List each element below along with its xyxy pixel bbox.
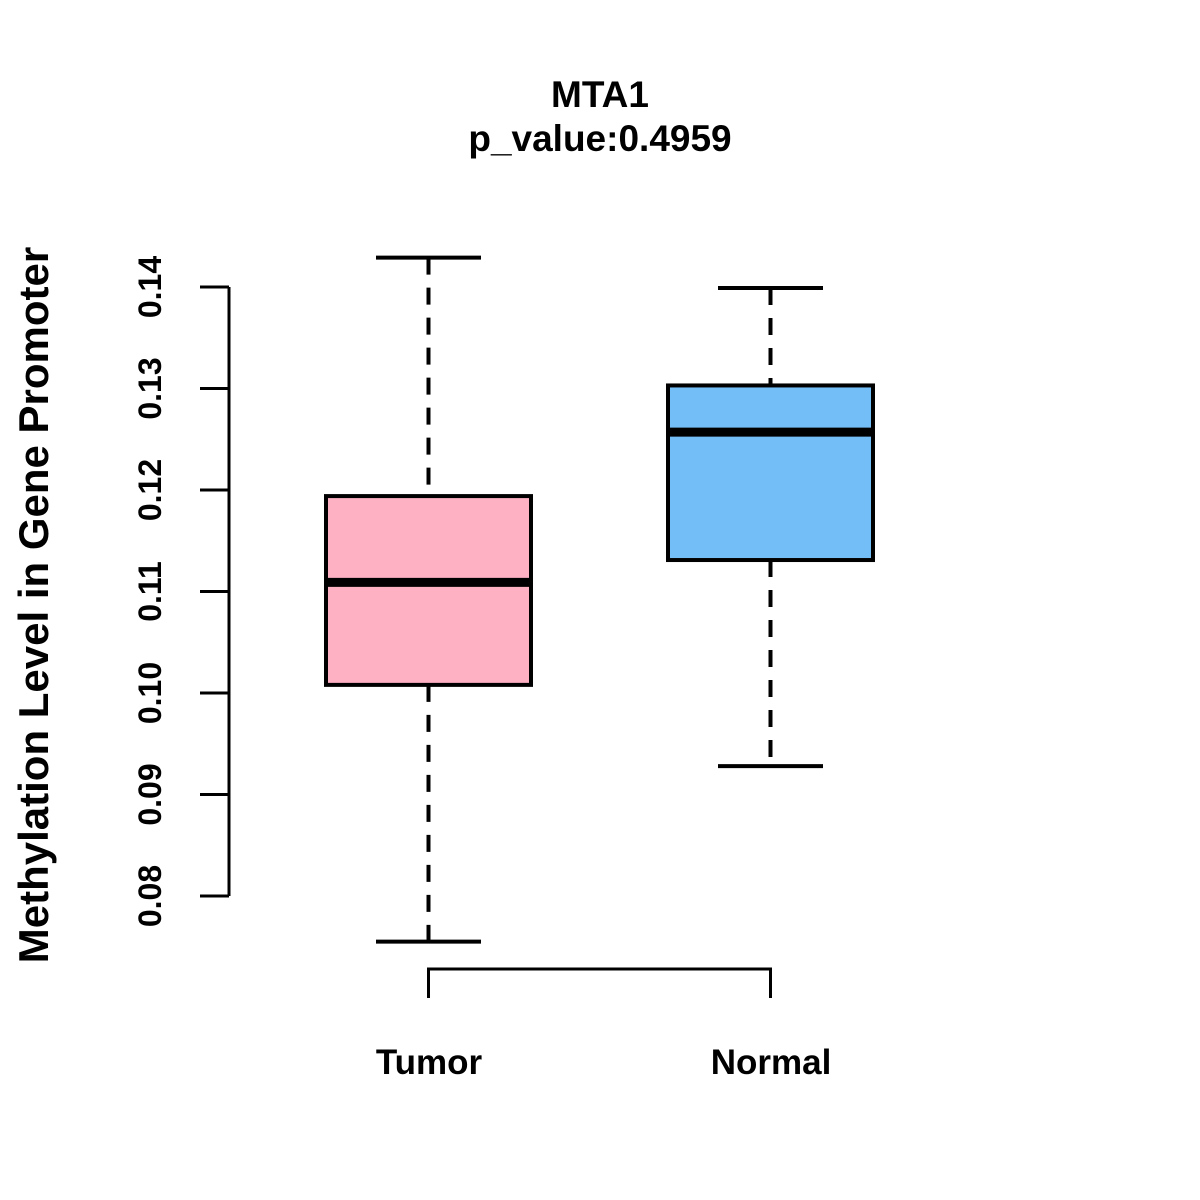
y-tick-label: 0.09: [132, 763, 168, 825]
x-axis-line: [427, 967, 772, 998]
iqr-box-normal: [666, 383, 875, 563]
iqr-box-tumor: [324, 494, 533, 687]
y-tick-label: 0.12: [132, 459, 168, 521]
x-category-label-tumor: Tumor: [375, 1043, 483, 1082]
y-tick-label: 0.11: [132, 561, 168, 622]
x-category-label-normal: Normal: [710, 1043, 832, 1082]
y-tick-label: 0.08: [132, 865, 168, 927]
y-tick-label: 0.10: [132, 662, 168, 724]
chart-title-block: MTA1 p_value:0.4959: [0, 73, 1200, 161]
y-axis-title: Methylation Level in Gene Promoter: [10, 246, 57, 964]
chart-subtitle-pvalue: p_value:0.4959: [468, 118, 732, 159]
chart-title: MTA1: [551, 74, 649, 115]
y-tick-label: 0.13: [132, 357, 168, 419]
y-tick-label: 0.14: [132, 256, 168, 318]
